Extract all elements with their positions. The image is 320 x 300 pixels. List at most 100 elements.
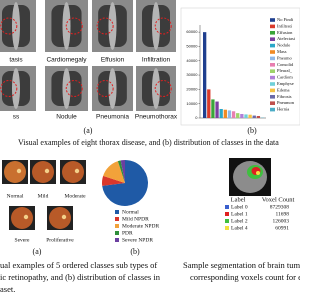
bar: [244, 114, 248, 118]
finding-marker: [96, 17, 114, 35]
table-cell: Label 4: [231, 225, 248, 231]
legend-swatch: [115, 224, 119, 228]
retina-fundus: [11, 207, 33, 229]
xray-label: Effusion: [101, 57, 125, 64]
pie-slice: [102, 160, 149, 206]
bar: [223, 109, 227, 118]
legend-swatch: [270, 69, 275, 73]
table-cell: 11698: [275, 211, 289, 217]
y-tick-label: 0: [195, 115, 198, 120]
panel-label: (a): [33, 247, 42, 256]
finding-marker: [65, 17, 83, 35]
legend-label: Hernia: [277, 107, 289, 112]
caption: aset.: [0, 284, 15, 294]
caption: Visual examples of eight thorax disease,…: [18, 138, 279, 147]
optic-disc: [23, 214, 29, 220]
bar: [219, 108, 223, 118]
legend-swatch: [270, 37, 275, 41]
finding-marker: [96, 80, 114, 97]
label-swatch: [225, 205, 229, 209]
legend-label: Effusion: [277, 30, 293, 35]
y-tick-label: 20000: [186, 86, 198, 91]
finding-marker: [65, 80, 83, 97]
legend-swatch: [270, 50, 275, 54]
table-cell: 8729308: [270, 204, 290, 210]
legend-label: Fibrosis: [277, 94, 292, 99]
table-cell: Label 2: [231, 218, 248, 224]
caption: ual examples of 5 ordered classes sub ty…: [0, 260, 157, 270]
table-cell: Label 0: [231, 204, 248, 210]
legend-label: Cardiom: [277, 75, 293, 80]
pie-slice: [120, 160, 125, 183]
xray-spine: [108, 68, 117, 109]
bar: [240, 113, 244, 118]
legend-swatch: [115, 231, 119, 235]
finding-marker: [0, 17, 18, 35]
bar: [227, 110, 232, 118]
y-tick-label: 10000: [186, 101, 198, 106]
pie-slice: [101, 175, 125, 186]
legend-swatch: [115, 238, 119, 242]
chart-frame: [180, 7, 300, 126]
bar: [211, 99, 215, 118]
panel-label: (b): [130, 247, 140, 256]
legend-label: Moderate NPDR: [122, 223, 159, 229]
xray-label: Cardiomegaly: [46, 57, 87, 64]
retina-label: Mild: [38, 193, 49, 199]
figure: tasis Cardiomegaly Effusion Infiltration ss N…: [0, 0, 300, 294]
tumor-enhancing: [256, 171, 260, 175]
legend-label: Nodule: [277, 43, 290, 48]
finding-marker: [154, 80, 172, 97]
y-tick-label: 30000: [186, 72, 198, 77]
label-swatch: [225, 219, 229, 223]
optic-disc: [16, 168, 22, 174]
xray-spine: [108, 2, 117, 50]
bar: [203, 32, 207, 118]
xray-spine: [12, 2, 20, 50]
table-cell: 60991: [275, 225, 289, 231]
legend-label: Severe NPDR: [122, 237, 153, 243]
retina-fundus: [62, 161, 84, 183]
legend-swatch: [270, 31, 275, 35]
legend-swatch: [115, 210, 119, 214]
legend-swatch: [270, 107, 275, 112]
legend-label: Pneumo: [277, 55, 293, 60]
legend-label: Mass: [277, 49, 287, 54]
table-cell: 126003: [273, 218, 290, 224]
legend-swatch: [270, 101, 275, 105]
legend-swatch: [270, 63, 275, 67]
legend-label: Consolid: [277, 62, 294, 67]
legend-label: Emphyse: [277, 81, 294, 86]
bar: [236, 113, 240, 118]
finding-marker: [154, 17, 172, 35]
retina-label: Normal: [7, 193, 24, 199]
caption: Sample segmentation of brain tum: [183, 260, 300, 270]
legend-swatch: [270, 43, 275, 48]
xray-spine: [152, 2, 160, 50]
bar: [215, 101, 219, 118]
bar: [231, 111, 236, 118]
optic-disc: [74, 168, 80, 174]
xray-label: ss: [13, 114, 20, 121]
legend-label: No Findi: [277, 17, 294, 22]
xray-label: Nodule: [56, 114, 77, 121]
optic-disc: [44, 168, 50, 174]
legend-label: PDR: [122, 230, 133, 236]
retina-label: Severe: [15, 237, 31, 243]
retina-fundus: [4, 161, 26, 183]
xray-label: Pneumothorax: [135, 114, 178, 121]
retina-fundus: [49, 207, 71, 229]
xray-label: Infiltration: [142, 57, 171, 64]
retina-label: Proliferative: [46, 236, 74, 243]
caption: corresponding voxels count for eac: [190, 272, 300, 282]
y-tick-label: 50000: [186, 44, 198, 49]
panel-label: (b): [247, 126, 257, 135]
panel-label: (a): [84, 126, 93, 135]
retina-fundus: [32, 161, 54, 183]
bar: [248, 114, 252, 118]
xray-spine: [12, 68, 20, 109]
bar: [252, 115, 256, 118]
legend-label: Infiltrati: [277, 23, 293, 28]
legend-swatch: [270, 82, 275, 86]
legend-label: Atelectasi: [277, 36, 296, 41]
